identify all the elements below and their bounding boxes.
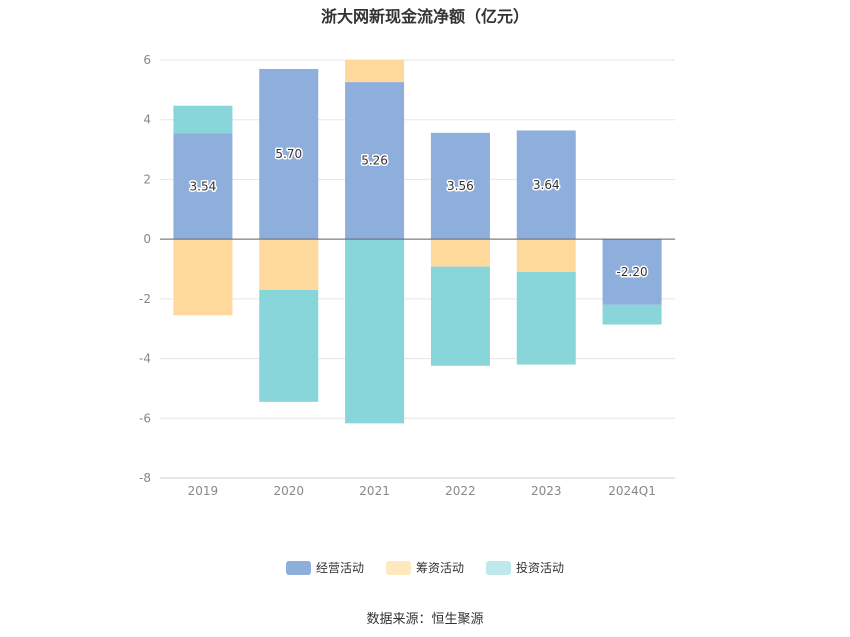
bar-investing-2019 — [173, 105, 233, 134]
bar-investing-2022 — [430, 266, 490, 366]
grid-layer — [160, 59, 675, 479]
y-tick-label: -2 — [139, 292, 151, 306]
bar-operating-2019 — [173, 133, 233, 240]
legend-item-investing[interactable]: 投资活动 — [486, 559, 564, 576]
y-tick-label: -6 — [139, 411, 151, 425]
bar-investing-2023 — [516, 271, 576, 365]
chart-title: 浙大网新现金流净额（亿元） — [320, 7, 529, 26]
x-tick-label: 2023 — [531, 484, 562, 498]
y-tick-label: -4 — [139, 352, 151, 366]
data-label: 5.70 — [275, 147, 302, 161]
legend-swatch-operating — [285, 560, 311, 575]
x-tick-label: 2021 — [359, 484, 390, 498]
bar-financing-2020 — [259, 239, 319, 290]
legend-item-operating[interactable]: 经营活动 — [285, 559, 364, 576]
bar-financing-2019 — [173, 239, 233, 316]
legend-label-financing: 筹资活动 — [415, 561, 464, 575]
data-label: 3.64 — [533, 178, 560, 192]
x-tick-label: 2020 — [273, 484, 304, 498]
y-tick-label: 4 — [143, 113, 151, 127]
y-tick-label: 0 — [143, 232, 151, 246]
axis-layer: -8 -6 -4 -2 0 2 4 6 2019 2020 2021 2022 2023 2024Q1 — [139, 53, 675, 498]
x-tick-label: 2019 — [188, 484, 219, 498]
bar-investing-2020 — [259, 289, 319, 402]
bar-financing-2021 — [345, 59, 405, 83]
bar-operating-2024Q1 — [602, 239, 662, 305]
legend: 经营活动 筹资活动 投资活动 — [0, 559, 850, 576]
data-label: 5.26 — [361, 154, 388, 168]
bar-operating-2023 — [516, 130, 576, 240]
data-label: 3.56 — [447, 179, 474, 193]
legend-swatch-financing — [385, 560, 411, 575]
x-tick-label: 2022 — [445, 484, 476, 498]
data-source: 数据来源：恒生聚源 — [366, 612, 484, 627]
bar-operating-2020 — [259, 68, 319, 240]
data-label: 3.54 — [190, 179, 217, 193]
legend-label-operating: 经营活动 — [315, 561, 364, 575]
bar-financing-2023 — [516, 239, 576, 272]
y-tick-label: 2 — [143, 172, 151, 186]
bar-operating-2022 — [430, 132, 490, 240]
y-tick-label: 6 — [143, 53, 151, 67]
legend-item-financing[interactable]: 筹资活动 — [385, 559, 464, 576]
bar-investing-2024Q1 — [602, 304, 662, 325]
y-tick-label: -8 — [139, 471, 151, 485]
bar-investing-2021 — [345, 239, 405, 424]
legend-swatch-investing — [486, 560, 511, 575]
legend-label-investing: 投资活动 — [516, 561, 565, 575]
data-label: -2.20 — [617, 265, 648, 279]
x-tick-label: 2024Q1 — [608, 484, 656, 498]
labels-layer: 3.54 5.70 5.26 3.56 3.64 -2.20 — [188, 146, 649, 281]
bar-financing-2022 — [430, 239, 490, 267]
bar-operating-2021 — [345, 82, 405, 240]
bars-layer — [173, 59, 662, 424]
